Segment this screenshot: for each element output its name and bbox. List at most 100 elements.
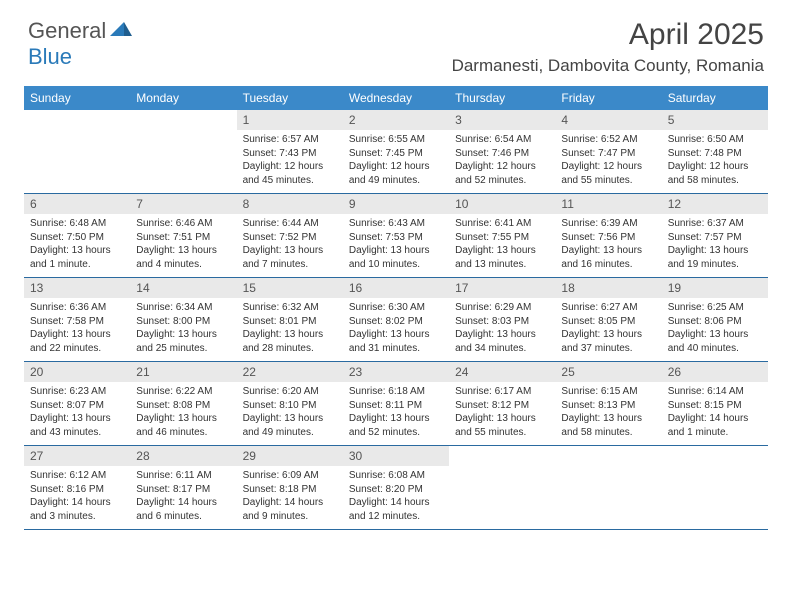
logo-word2: Blue (28, 44, 72, 69)
day-info: Sunrise: 6:41 AMSunset: 7:55 PMDaylight:… (449, 214, 555, 271)
daylight-text: Daylight: 13 hours and 19 minutes. (668, 244, 762, 271)
sunrise-text: Sunrise: 6:36 AM (30, 301, 124, 315)
day-number: 16 (343, 278, 449, 298)
day-number: 1 (237, 110, 343, 130)
day-info: Sunrise: 6:18 AMSunset: 8:11 PMDaylight:… (343, 382, 449, 439)
sunrise-text: Sunrise: 6:30 AM (349, 301, 443, 315)
sunset-text: Sunset: 8:05 PM (561, 315, 655, 329)
calendar-cell: 25Sunrise: 6:15 AMSunset: 8:13 PMDayligh… (555, 362, 661, 445)
day-header-sat: Saturday (662, 86, 768, 110)
calendar-cell: 26Sunrise: 6:14 AMSunset: 8:15 PMDayligh… (662, 362, 768, 445)
day-info: Sunrise: 6:52 AMSunset: 7:47 PMDaylight:… (555, 130, 661, 187)
logo-word2-wrap: Blue (28, 44, 72, 70)
calendar-week: 1Sunrise: 6:57 AMSunset: 7:43 PMDaylight… (24, 110, 768, 194)
sunrise-text: Sunrise: 6:08 AM (349, 469, 443, 483)
day-info: Sunrise: 6:22 AMSunset: 8:08 PMDaylight:… (130, 382, 236, 439)
daylight-text: Daylight: 13 hours and 7 minutes. (243, 244, 337, 271)
day-number (130, 110, 236, 130)
month-title: April 2025 (452, 18, 764, 52)
sunrise-text: Sunrise: 6:37 AM (668, 217, 762, 231)
sunset-text: Sunset: 7:55 PM (455, 231, 549, 245)
sunrise-text: Sunrise: 6:29 AM (455, 301, 549, 315)
calendar-cell (24, 110, 130, 193)
sunset-text: Sunset: 8:00 PM (136, 315, 230, 329)
sunrise-text: Sunrise: 6:48 AM (30, 217, 124, 231)
sunset-text: Sunset: 7:56 PM (561, 231, 655, 245)
sunset-text: Sunset: 7:48 PM (668, 147, 762, 161)
day-number: 2 (343, 110, 449, 130)
day-info: Sunrise: 6:15 AMSunset: 8:13 PMDaylight:… (555, 382, 661, 439)
sunrise-text: Sunrise: 6:39 AM (561, 217, 655, 231)
day-info: Sunrise: 6:20 AMSunset: 8:10 PMDaylight:… (237, 382, 343, 439)
calendar-week: 20Sunrise: 6:23 AMSunset: 8:07 PMDayligh… (24, 362, 768, 446)
sunset-text: Sunset: 8:06 PM (668, 315, 762, 329)
calendar-cell: 1Sunrise: 6:57 AMSunset: 7:43 PMDaylight… (237, 110, 343, 193)
calendar-cell: 23Sunrise: 6:18 AMSunset: 8:11 PMDayligh… (343, 362, 449, 445)
day-number: 22 (237, 362, 343, 382)
calendar-week: 13Sunrise: 6:36 AMSunset: 7:58 PMDayligh… (24, 278, 768, 362)
day-number: 6 (24, 194, 130, 214)
day-info: Sunrise: 6:57 AMSunset: 7:43 PMDaylight:… (237, 130, 343, 187)
sunset-text: Sunset: 8:08 PM (136, 399, 230, 413)
sunset-text: Sunset: 7:50 PM (30, 231, 124, 245)
sunrise-text: Sunrise: 6:15 AM (561, 385, 655, 399)
calendar-cell: 5Sunrise: 6:50 AMSunset: 7:48 PMDaylight… (662, 110, 768, 193)
daylight-text: Daylight: 13 hours and 22 minutes. (30, 328, 124, 355)
sunrise-text: Sunrise: 6:20 AM (243, 385, 337, 399)
daylight-text: Daylight: 13 hours and 10 minutes. (349, 244, 443, 271)
day-info: Sunrise: 6:46 AMSunset: 7:51 PMDaylight:… (130, 214, 236, 271)
day-info: Sunrise: 6:12 AMSunset: 8:16 PMDaylight:… (24, 466, 130, 523)
sunrise-text: Sunrise: 6:44 AM (243, 217, 337, 231)
day-info: Sunrise: 6:25 AMSunset: 8:06 PMDaylight:… (662, 298, 768, 355)
daylight-text: Daylight: 13 hours and 34 minutes. (455, 328, 549, 355)
day-number: 23 (343, 362, 449, 382)
sunrise-text: Sunrise: 6:11 AM (136, 469, 230, 483)
daylight-text: Daylight: 14 hours and 6 minutes. (136, 496, 230, 523)
day-number: 20 (24, 362, 130, 382)
day-number: 18 (555, 278, 661, 298)
sunrise-text: Sunrise: 6:22 AM (136, 385, 230, 399)
daylight-text: Daylight: 14 hours and 1 minute. (668, 412, 762, 439)
day-info: Sunrise: 6:50 AMSunset: 7:48 PMDaylight:… (662, 130, 768, 187)
day-info: Sunrise: 6:11 AMSunset: 8:17 PMDaylight:… (130, 466, 236, 523)
day-header-fri: Friday (555, 86, 661, 110)
day-number: 19 (662, 278, 768, 298)
calendar-cell: 19Sunrise: 6:25 AMSunset: 8:06 PMDayligh… (662, 278, 768, 361)
daylight-text: Daylight: 13 hours and 58 minutes. (561, 412, 655, 439)
logo-mark-icon (110, 20, 132, 43)
sunrise-text: Sunrise: 6:50 AM (668, 133, 762, 147)
sunset-text: Sunset: 7:43 PM (243, 147, 337, 161)
day-header-sun: Sunday (24, 86, 130, 110)
calendar-cell: 12Sunrise: 6:37 AMSunset: 7:57 PMDayligh… (662, 194, 768, 277)
day-number: 14 (130, 278, 236, 298)
daylight-text: Daylight: 13 hours and 43 minutes. (30, 412, 124, 439)
sunrise-text: Sunrise: 6:46 AM (136, 217, 230, 231)
calendar-cell: 29Sunrise: 6:09 AMSunset: 8:18 PMDayligh… (237, 446, 343, 529)
day-number: 9 (343, 194, 449, 214)
calendar-cell: 7Sunrise: 6:46 AMSunset: 7:51 PMDaylight… (130, 194, 236, 277)
daylight-text: Daylight: 13 hours and 28 minutes. (243, 328, 337, 355)
location-text: Darmanesti, Dambovita County, Romania (452, 56, 764, 76)
sunrise-text: Sunrise: 6:23 AM (30, 385, 124, 399)
daylight-text: Daylight: 13 hours and 55 minutes. (455, 412, 549, 439)
daylight-text: Daylight: 12 hours and 49 minutes. (349, 160, 443, 187)
calendar-cell: 30Sunrise: 6:08 AMSunset: 8:20 PMDayligh… (343, 446, 449, 529)
daylight-text: Daylight: 13 hours and 16 minutes. (561, 244, 655, 271)
day-number (449, 446, 555, 466)
day-info: Sunrise: 6:09 AMSunset: 8:18 PMDaylight:… (237, 466, 343, 523)
day-number: 10 (449, 194, 555, 214)
sunrise-text: Sunrise: 6:27 AM (561, 301, 655, 315)
logo: General (28, 18, 134, 44)
calendar-cell (555, 446, 661, 529)
day-number: 30 (343, 446, 449, 466)
daylight-text: Daylight: 13 hours and 52 minutes. (349, 412, 443, 439)
calendar-cell: 22Sunrise: 6:20 AMSunset: 8:10 PMDayligh… (237, 362, 343, 445)
calendar-cell: 20Sunrise: 6:23 AMSunset: 8:07 PMDayligh… (24, 362, 130, 445)
sunrise-text: Sunrise: 6:55 AM (349, 133, 443, 147)
calendar-week: 27Sunrise: 6:12 AMSunset: 8:16 PMDayligh… (24, 446, 768, 530)
day-number: 28 (130, 446, 236, 466)
day-number (555, 446, 661, 466)
calendar-cell: 10Sunrise: 6:41 AMSunset: 7:55 PMDayligh… (449, 194, 555, 277)
sunrise-text: Sunrise: 6:14 AM (668, 385, 762, 399)
day-info: Sunrise: 6:23 AMSunset: 8:07 PMDaylight:… (24, 382, 130, 439)
